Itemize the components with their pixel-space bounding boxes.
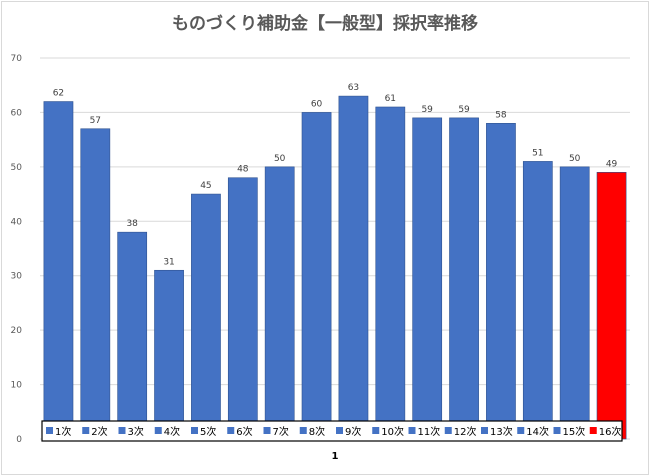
legend-swatch-14次: [517, 427, 525, 434]
bar-1次: [43, 101, 74, 440]
bars: [43, 95, 627, 440]
legend-entry-15次: 15次: [563, 425, 586, 438]
data-label-8次: 60: [311, 99, 323, 109]
bar-3次: [117, 231, 148, 440]
legend-swatch-2次: [82, 427, 90, 434]
y-tick-label: 40: [11, 217, 23, 227]
legend-swatch-15次: [553, 427, 561, 434]
y-tick-label: 30: [11, 272, 23, 282]
legend-swatch-12次: [444, 427, 452, 434]
bar-11次: [412, 117, 443, 440]
bar-6次: [227, 177, 258, 440]
legend-entry-2次: 2次: [91, 425, 107, 438]
data-label-12次: 59: [458, 105, 470, 115]
legend-box: [41, 420, 623, 442]
legend-entry-1次: 1次: [55, 425, 71, 438]
legend-swatch-1次: [46, 427, 53, 434]
legend-entry-9次: 9次: [345, 425, 361, 438]
legend-swatch-13次: [481, 427, 488, 434]
legend-swatch-4次: [154, 427, 162, 434]
y-tick-label: 60: [11, 108, 23, 118]
legend-entry-11次: 11次: [418, 425, 441, 438]
bar-7次: [264, 166, 295, 440]
legend-entry-5次: 5次: [200, 425, 216, 438]
data-label-5次: 45: [200, 181, 211, 191]
bar-14次: [522, 161, 553, 440]
legend-entry-3次: 3次: [128, 425, 144, 438]
data-label-1次: 62: [53, 89, 64, 99]
data-label-13次: 58: [495, 110, 507, 120]
legend-swatch-7次: [263, 427, 271, 434]
legend-entry-6次: 6次: [236, 425, 252, 438]
bar-8次: [301, 112, 332, 440]
chart-title: ものづくり補助金【一般型】採択率推移: [172, 13, 478, 34]
legend-swatch-5次: [191, 427, 198, 434]
data-label-15次: 50: [569, 154, 581, 164]
legend-entry-7次: 7次: [273, 425, 289, 438]
bar-13次: [486, 123, 516, 440]
y-tick-label: 50: [11, 163, 23, 173]
legend-entry-10次: 10次: [381, 425, 404, 438]
legend-swatch-16次: [589, 427, 597, 434]
data-label-3次: 38: [126, 219, 138, 229]
bar-10次: [375, 106, 406, 440]
bar-4次: [154, 269, 184, 440]
legend-swatch-10次: [372, 427, 380, 434]
legend-entry-8次: 8次: [309, 425, 325, 438]
legend-swatch-6次: [227, 427, 235, 434]
bar-2次: [80, 128, 111, 440]
legend-swatch-11次: [408, 427, 416, 434]
legend-entry-16次: 16次: [599, 425, 622, 438]
y-tick-label: 0: [16, 435, 22, 445]
y-tick-label: 20: [11, 326, 23, 336]
data-label-2次: 57: [90, 116, 101, 126]
data-label-9次: 63: [348, 83, 359, 93]
bar-15次: [559, 166, 590, 440]
data-label-14次: 51: [532, 148, 543, 158]
y-tick-label: 10: [11, 381, 23, 391]
data-label-11次: 59: [421, 105, 433, 115]
data-label-10次: 61: [385, 94, 396, 104]
legend-entry-4次: 4次: [164, 425, 180, 438]
data-label-16次: 49: [606, 159, 618, 169]
legend-entry-14次: 14次: [526, 425, 549, 438]
legend: 1次 2次 3次 4次 5次 6次 7次 8次 9次 10次 11次 12次 13次 14次 15次 16次: [41, 420, 623, 442]
bar-12次: [449, 117, 479, 440]
y-axis-ticks: 0 10 20 30 40 50 60 70: [11, 54, 23, 445]
data-labels: 62 57 38 31 45 48 50 60 63 61 59 59 58 51 50 49: [53, 83, 618, 267]
legend-entry-12次: 12次: [454, 425, 477, 438]
data-label-7次: 50: [274, 154, 286, 164]
legend-entry-13次: 13次: [490, 425, 513, 438]
legend-swatch-3次: [118, 427, 126, 434]
bar-5次: [191, 193, 221, 440]
x-axis-label: 1: [332, 451, 339, 462]
data-label-4次: 31: [163, 257, 174, 267]
data-label-6次: 48: [237, 165, 249, 175]
legend-swatch-8次: [299, 427, 307, 434]
bar-9次: [338, 95, 369, 440]
legend-swatch-9次: [336, 427, 343, 434]
y-tick-label: 70: [11, 54, 23, 64]
bar-16次: [596, 172, 627, 440]
